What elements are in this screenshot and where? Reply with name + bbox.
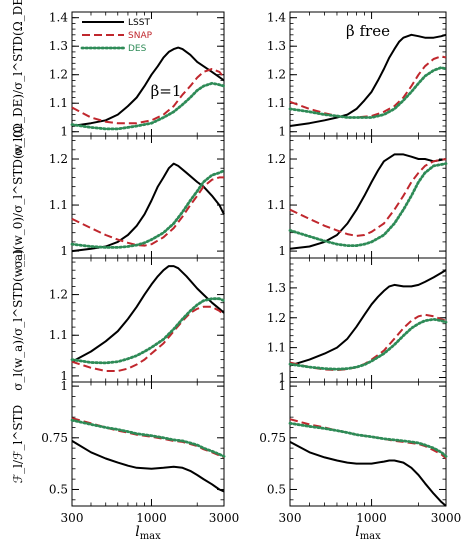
y-tick-label: 1 (278, 125, 286, 139)
annotation-beta-1: β=1 (151, 82, 182, 100)
y-tick-label: 1.1 (49, 328, 68, 342)
y-axis-label-row-2: σ_l(w_a)/σ_l^STD(w_a) (11, 249, 25, 391)
y-tick-label: 1 (60, 379, 68, 393)
y-tick-label: 0.75 (41, 431, 68, 445)
y-tick-label: 1.1 (49, 96, 68, 110)
panel-frame-r3-c0 (71, 381, 225, 507)
y-tick-label: 1.3 (267, 281, 286, 295)
series-lsst-r1-c0 (71, 162, 225, 253)
series-lsst-r1-c1 (289, 153, 447, 250)
x-tick-label: 3000 (209, 511, 240, 525)
series-lsst-r3-c1 (289, 441, 447, 507)
y-tick-label: 0.5 (49, 482, 68, 496)
y-tick-label: 1.3 (267, 39, 286, 53)
series-des-r3-c0 (70, 418, 226, 458)
x-tick-label: 1000 (136, 511, 167, 525)
y-tick-label: 1.2 (267, 68, 286, 82)
x-tick-label: 1000 (356, 511, 387, 525)
series-des-r1-c1 (288, 162, 448, 248)
series-snap-r0-c1 (289, 55, 447, 119)
series-des-r1-c0 (70, 169, 226, 249)
y-tick-label: 1.1 (267, 341, 286, 355)
y-tick-label: 1.1 (267, 198, 286, 212)
y-tick-label: 1 (278, 371, 286, 385)
y-tick-label: 0.75 (259, 431, 286, 445)
series-des-r0-c0 (70, 81, 226, 131)
y-tick-label: 1 (60, 369, 68, 383)
x-axis-label: lmax (135, 524, 161, 542)
series-snap-r1-c0 (71, 176, 224, 247)
y-axis-label-row-0: σ_l(Ω_DE)/σ_l^STD(Ω_DE) (11, 0, 25, 156)
panel-frame-r3-c1 (289, 381, 447, 507)
y-tick-label: 1.3 (49, 39, 68, 53)
y-tick-label: 1.4 (267, 11, 286, 25)
panel-frame-r1-c1 (289, 135, 447, 259)
series-snap-r3-c0 (71, 417, 225, 459)
x-axis-label-sub: max (360, 531, 381, 542)
y-tick-label: 1.2 (267, 152, 286, 166)
series-snap-r2-c0 (71, 305, 225, 372)
series-des-r2-c0 (70, 297, 226, 365)
y-tick-label: 1 (60, 244, 68, 258)
series-des-r2-c1 (288, 317, 448, 371)
x-axis-label-sub: max (140, 531, 161, 542)
series-snap-r1-c1 (289, 158, 447, 237)
y-axis-label-row-3: ℱ_l/ℱ_l^STD (11, 405, 25, 484)
y-tick-label: 1 (278, 379, 286, 393)
x-axis-label-main: l (355, 524, 359, 540)
x-tick-label: 300 (61, 511, 84, 525)
y-tick-label: 1.2 (49, 288, 68, 302)
series-lsst-r3-c0 (71, 440, 225, 493)
y-tick-label: 1.1 (267, 96, 286, 110)
annotation-beta-free: β free (346, 22, 390, 40)
legend-label-des: DES (128, 44, 147, 54)
series-des-r0-c1 (288, 66, 448, 119)
x-axis-label: lmax (355, 524, 381, 542)
series-des-r3-c1 (288, 421, 448, 458)
y-tick-label: 1 (60, 125, 68, 139)
series-snap-r0-c0 (71, 68, 225, 125)
x-tick-label: 3000 (431, 511, 462, 525)
y-tick-label: 1 (278, 244, 286, 258)
y-tick-label: 1.4 (49, 11, 68, 25)
y-axis-label-row-1: σ_l(w_0)/σ_l^STD(w_0) (11, 126, 25, 269)
y-tick-label: 1.2 (49, 68, 68, 82)
legend-label-snap: SNAP (128, 31, 153, 41)
series-lsst-r2-c0 (71, 265, 225, 363)
x-tick-label: 300 (279, 511, 302, 525)
y-tick-label: 1.2 (49, 152, 68, 166)
x-axis-label-main: l (135, 524, 139, 540)
series-lsst-r2-c1 (289, 269, 447, 367)
y-tick-label: 1.1 (49, 198, 68, 212)
y-tick-label: 0.5 (267, 482, 286, 496)
y-tick-label: 1.2 (267, 311, 286, 325)
series-lsst-r0-c0 (71, 46, 225, 127)
legend-label-lsst: LSST (128, 18, 150, 28)
